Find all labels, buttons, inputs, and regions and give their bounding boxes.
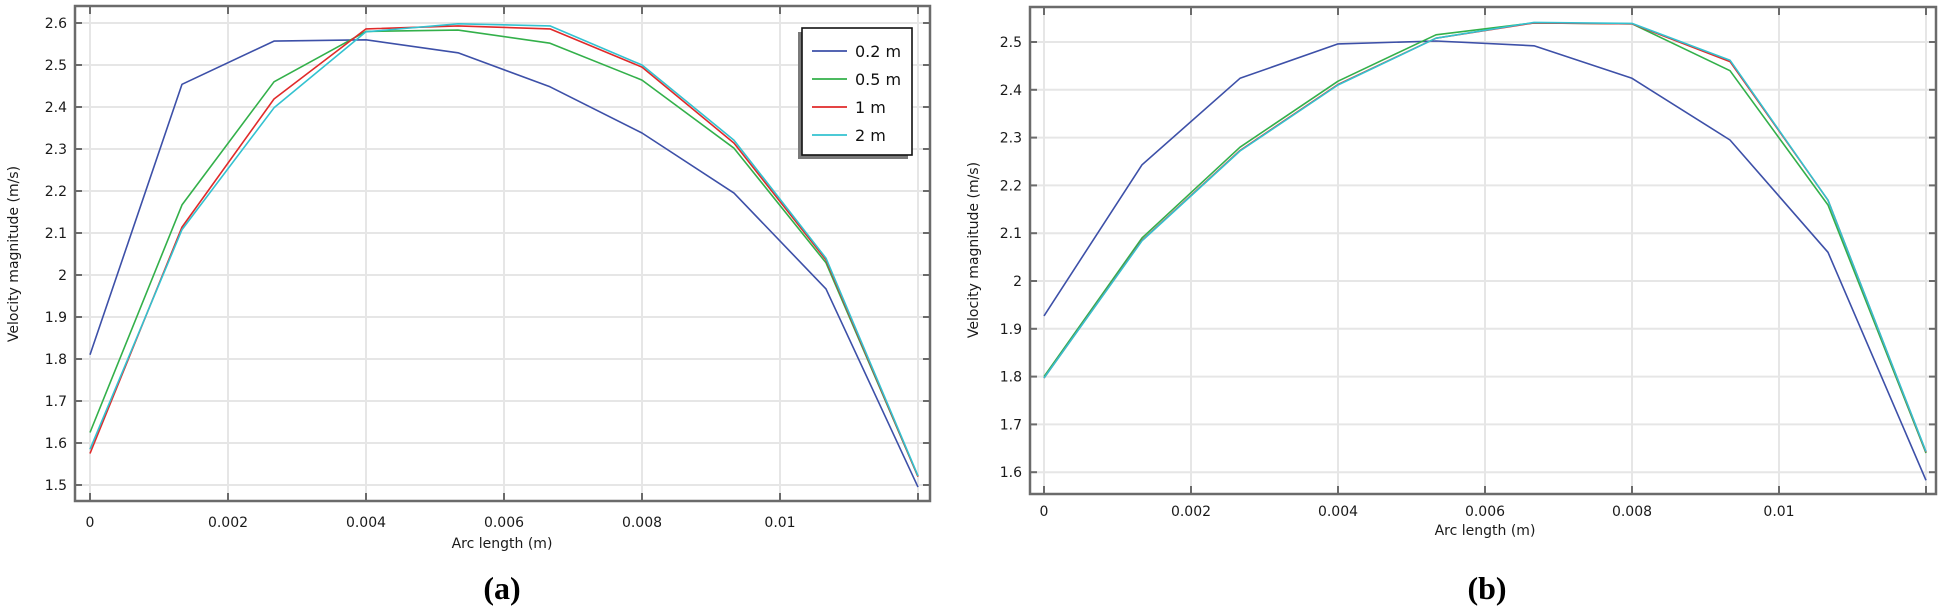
legend: 0.2 m 0.5 m 1 m 2 m xyxy=(798,27,913,159)
y-tick-label: 2.6 xyxy=(45,16,67,32)
x-tick-label: 0.006 xyxy=(1465,504,1505,520)
y-tick-label: 1.9 xyxy=(45,310,67,326)
data-series xyxy=(1043,21,1927,481)
legend-label: 0.5 m xyxy=(855,70,901,89)
chart-panel-a: 0 0.002 0.004 0.006 0.008 0.01 1.5 1.6 1.7 1.8 1.9… xyxy=(6,4,932,606)
tick-labels: 0 0.002 0.004 0.006 0.008 0.01 1.5 1.6 1.7 1.8 1.9… xyxy=(45,16,796,531)
legend-label: 0.2 m xyxy=(855,42,901,61)
legend-label: 2 m xyxy=(855,126,886,145)
panel-label-a: (a) xyxy=(483,570,520,606)
series-line-1m xyxy=(89,25,919,477)
y-tick-label: 2.1 xyxy=(45,226,67,242)
axis-ticks xyxy=(1030,7,1936,494)
y-tick-label: 2.2 xyxy=(1000,178,1022,194)
legend-item: 0.5 m xyxy=(812,70,901,89)
x-tick-label: 0.006 xyxy=(484,515,524,531)
y-tick-label: 2.4 xyxy=(1000,83,1022,99)
chart-panel-b: 0 0.002 0.004 0.006 0.008 0.01 1.6 1.7 1.8 1.9 2 2.… xyxy=(966,5,1938,606)
gridlines xyxy=(75,6,930,501)
x-axis-title: Arc length (m) xyxy=(452,536,553,552)
y-tick-label: 2.3 xyxy=(45,142,67,158)
y-tick-label: 1.6 xyxy=(45,436,67,452)
x-tick-label: 0.004 xyxy=(346,515,386,531)
x-tick-label: 0.002 xyxy=(208,515,248,531)
series-line-0_5m xyxy=(1043,22,1927,454)
x-tick-label: 0.01 xyxy=(1763,504,1794,520)
series-line-2m xyxy=(89,22,919,477)
series-line-0_2m xyxy=(89,38,919,488)
plot-frame xyxy=(73,4,932,503)
y-tick-label: 2.2 xyxy=(45,184,67,200)
plot-frame xyxy=(1028,5,1938,496)
tick-labels: 0 0.002 0.004 0.006 0.008 0.01 1.6 1.7 1.8 1.9 2 2.… xyxy=(1000,35,1795,520)
y-tick-label: 1.7 xyxy=(1000,417,1022,433)
y-tick-label: 1.8 xyxy=(1000,370,1022,386)
x-tick-label: 0.01 xyxy=(764,515,795,531)
legend-item: 1 m xyxy=(812,98,886,117)
y-tick-label: 2.1 xyxy=(1000,226,1022,242)
x-tick-label: 0 xyxy=(1040,504,1049,520)
series-line-0_5m xyxy=(89,29,919,477)
y-tick-label: 1.7 xyxy=(45,394,67,410)
y-axis-title: Velocity magnitude (m/s) xyxy=(6,166,22,342)
y-tick-label: 2.4 xyxy=(45,100,67,116)
legend-box xyxy=(801,27,913,156)
x-tick-label: 0.004 xyxy=(1318,504,1358,520)
x-axis-title: Arc length (m) xyxy=(1435,523,1536,539)
y-tick-label: 1.6 xyxy=(1000,465,1022,481)
y-tick-label: 2.5 xyxy=(1000,35,1022,51)
y-tick-label: 1.5 xyxy=(45,478,67,494)
legend-item: 2 m xyxy=(812,126,886,145)
y-tick-label: 1.8 xyxy=(45,352,67,368)
y-tick-label: 2 xyxy=(1013,274,1022,290)
x-tick-label: 0.008 xyxy=(1612,504,1652,520)
x-tick-label: 0.002 xyxy=(1171,504,1211,520)
gridlines xyxy=(1030,7,1936,494)
legend-item: 0.2 m xyxy=(812,42,901,61)
x-tick-label: 0.008 xyxy=(622,515,662,531)
y-tick-label: 1.9 xyxy=(1000,322,1022,338)
y-tick-label: 2.3 xyxy=(1000,131,1022,147)
y-axis-title: Velocity magnitude (m/s) xyxy=(966,162,982,338)
data-series xyxy=(89,22,919,488)
series-line-0_2m xyxy=(1043,40,1927,481)
x-tick-label: 0 xyxy=(86,515,95,531)
legend-label: 1 m xyxy=(855,98,886,117)
y-tick-label: 2.5 xyxy=(45,58,67,74)
panel-label-b: (b) xyxy=(1467,570,1506,606)
y-tick-label: 2 xyxy=(58,268,67,284)
series-line-2m xyxy=(1043,21,1927,452)
